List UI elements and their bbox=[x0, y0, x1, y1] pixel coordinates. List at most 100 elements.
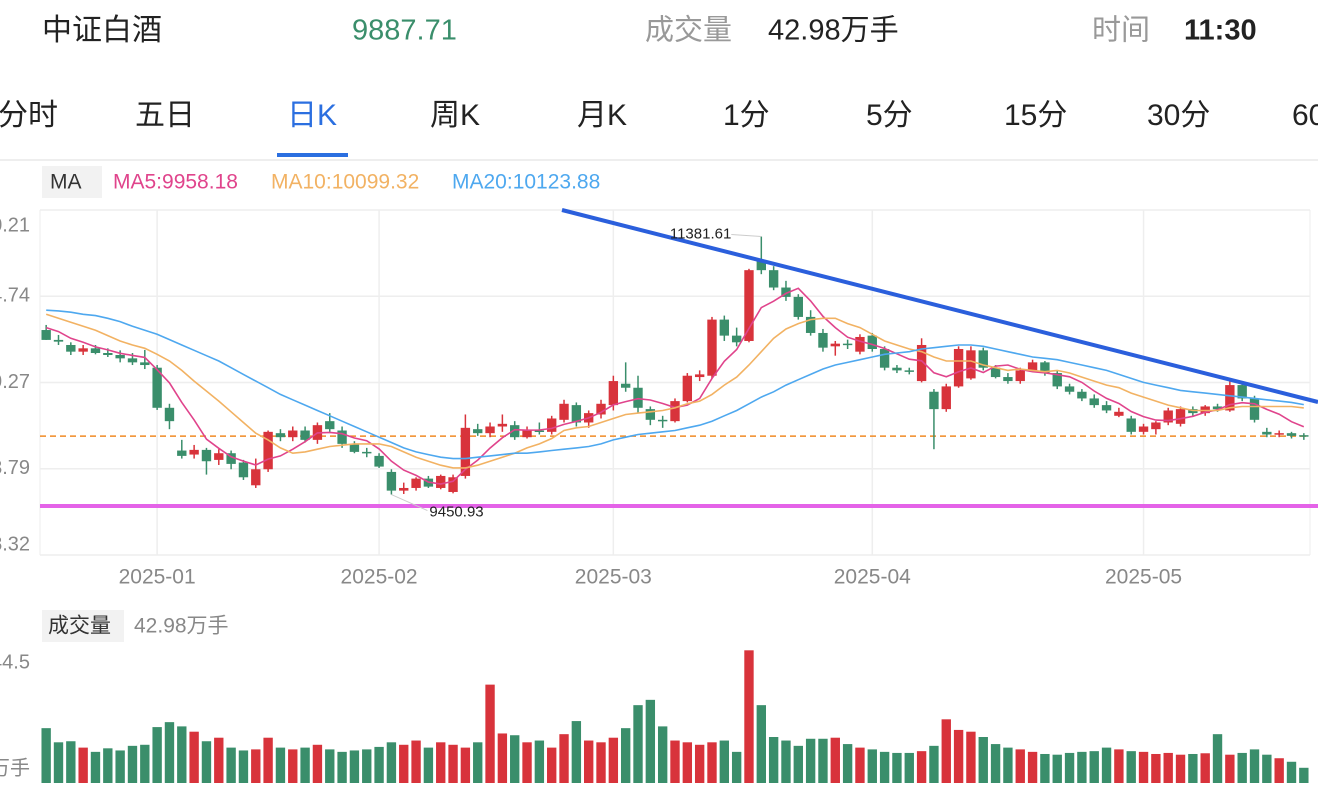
candle-body bbox=[670, 401, 680, 422]
candle-body bbox=[497, 423, 508, 427]
volume-bar bbox=[1052, 754, 1062, 783]
volume-bar bbox=[312, 744, 323, 783]
volume-bar bbox=[238, 750, 249, 783]
volume-bar bbox=[645, 699, 656, 783]
candle-body bbox=[263, 431, 273, 470]
volume-bar bbox=[867, 749, 877, 783]
volume-bar bbox=[349, 750, 360, 783]
volume-bar bbox=[1101, 747, 1112, 783]
candle-body bbox=[41, 330, 51, 340]
volume-bar bbox=[288, 749, 298, 783]
candle-body bbox=[1286, 433, 1297, 436]
candle-body bbox=[571, 405, 582, 423]
volume-tick-label: 0万手 bbox=[0, 756, 30, 779]
tab[interactable]: 60分 bbox=[1292, 99, 1318, 132]
tab[interactable]: 30分 bbox=[1147, 99, 1210, 132]
volume-bar bbox=[1151, 753, 1161, 783]
volume-bar bbox=[510, 735, 520, 783]
volume-bar bbox=[522, 742, 532, 783]
candle-body bbox=[904, 370, 914, 372]
tab[interactable]: 五日 bbox=[135, 99, 195, 132]
candle-body bbox=[781, 287, 791, 297]
volume-bar bbox=[1003, 747, 1013, 783]
candle-body bbox=[793, 296, 803, 317]
index-price: 9887.71 bbox=[352, 15, 457, 47]
volume-bar bbox=[1299, 767, 1309, 783]
candle-body bbox=[559, 403, 569, 420]
volume-bar bbox=[818, 738, 828, 783]
volume-bar bbox=[731, 751, 742, 783]
candle-body bbox=[362, 451, 372, 454]
candle-body bbox=[473, 429, 483, 434]
volume-bar bbox=[497, 733, 508, 783]
candle-body bbox=[707, 319, 717, 376]
tab[interactable]: 1分 bbox=[723, 99, 770, 132]
candle-body bbox=[892, 367, 902, 371]
volume-bar bbox=[830, 737, 840, 783]
tab[interactable]: 月K bbox=[577, 99, 627, 132]
volume-bar bbox=[436, 742, 446, 783]
volume-bar bbox=[1200, 753, 1210, 783]
candle-body bbox=[1089, 398, 1099, 406]
volume-bar bbox=[559, 734, 569, 783]
y-tick-label: 8998.32 bbox=[0, 533, 30, 555]
tab[interactable]: 日K bbox=[287, 99, 337, 132]
volume-bar bbox=[164, 722, 175, 783]
volume-bar bbox=[127, 745, 138, 783]
candle-body bbox=[1064, 386, 1075, 392]
candle-body bbox=[805, 316, 816, 333]
volume-bar bbox=[608, 737, 619, 783]
volume-bar bbox=[1064, 752, 1075, 783]
candle-body bbox=[916, 344, 927, 382]
volume-bar bbox=[226, 747, 236, 783]
volume-bar bbox=[90, 751, 101, 783]
candle-body bbox=[1126, 418, 1136, 432]
volume-bar bbox=[1163, 752, 1173, 783]
volume-bar bbox=[1262, 754, 1272, 783]
candle-body bbox=[436, 475, 446, 488]
candle-body bbox=[1027, 362, 1038, 371]
candle-body bbox=[349, 443, 360, 452]
candle-body bbox=[1101, 405, 1112, 411]
x-tick-label: 2025-04 bbox=[834, 566, 911, 589]
volume-bar bbox=[152, 727, 162, 783]
candle-body bbox=[238, 462, 249, 478]
volume-bar bbox=[805, 738, 816, 783]
volume-bar bbox=[374, 746, 384, 783]
candle-body bbox=[608, 381, 619, 406]
volume-label: 成交量 bbox=[645, 14, 732, 47]
volume-bar bbox=[633, 705, 643, 783]
tab[interactable]: 5分 bbox=[866, 99, 913, 132]
tab[interactable]: 15分 bbox=[1004, 99, 1067, 132]
volume-bar bbox=[682, 742, 693, 783]
volume-bar bbox=[916, 751, 927, 783]
ma-label: MA bbox=[50, 171, 82, 194]
candle-body bbox=[1212, 406, 1223, 410]
volume-bar bbox=[1175, 754, 1186, 783]
tab[interactable]: 周K bbox=[430, 99, 480, 132]
candle-body bbox=[1175, 409, 1186, 424]
volume-bar bbox=[584, 740, 594, 783]
volume-tick-label: 344.5 bbox=[0, 651, 30, 673]
tab-underline bbox=[277, 153, 348, 157]
candle-body bbox=[879, 348, 890, 368]
index-name: 中证白酒 bbox=[42, 14, 162, 47]
ma-badge bbox=[42, 166, 102, 198]
time-value: 11:30 bbox=[1184, 15, 1257, 47]
candle-body bbox=[399, 487, 409, 491]
volume-bar bbox=[744, 650, 754, 783]
volume-bar bbox=[1225, 754, 1235, 783]
candle-body bbox=[164, 407, 175, 422]
volume-bar bbox=[1077, 751, 1087, 783]
candle-body bbox=[596, 403, 606, 415]
candle-body bbox=[226, 453, 236, 464]
candle-body bbox=[534, 430, 545, 433]
tab[interactable]: 分时 bbox=[0, 99, 58, 132]
volume-bar bbox=[793, 745, 803, 783]
candle-body bbox=[867, 335, 877, 349]
candle-body bbox=[830, 343, 840, 347]
candle-body bbox=[374, 455, 384, 467]
volume-bar bbox=[1126, 751, 1136, 783]
candle-body bbox=[103, 353, 113, 356]
